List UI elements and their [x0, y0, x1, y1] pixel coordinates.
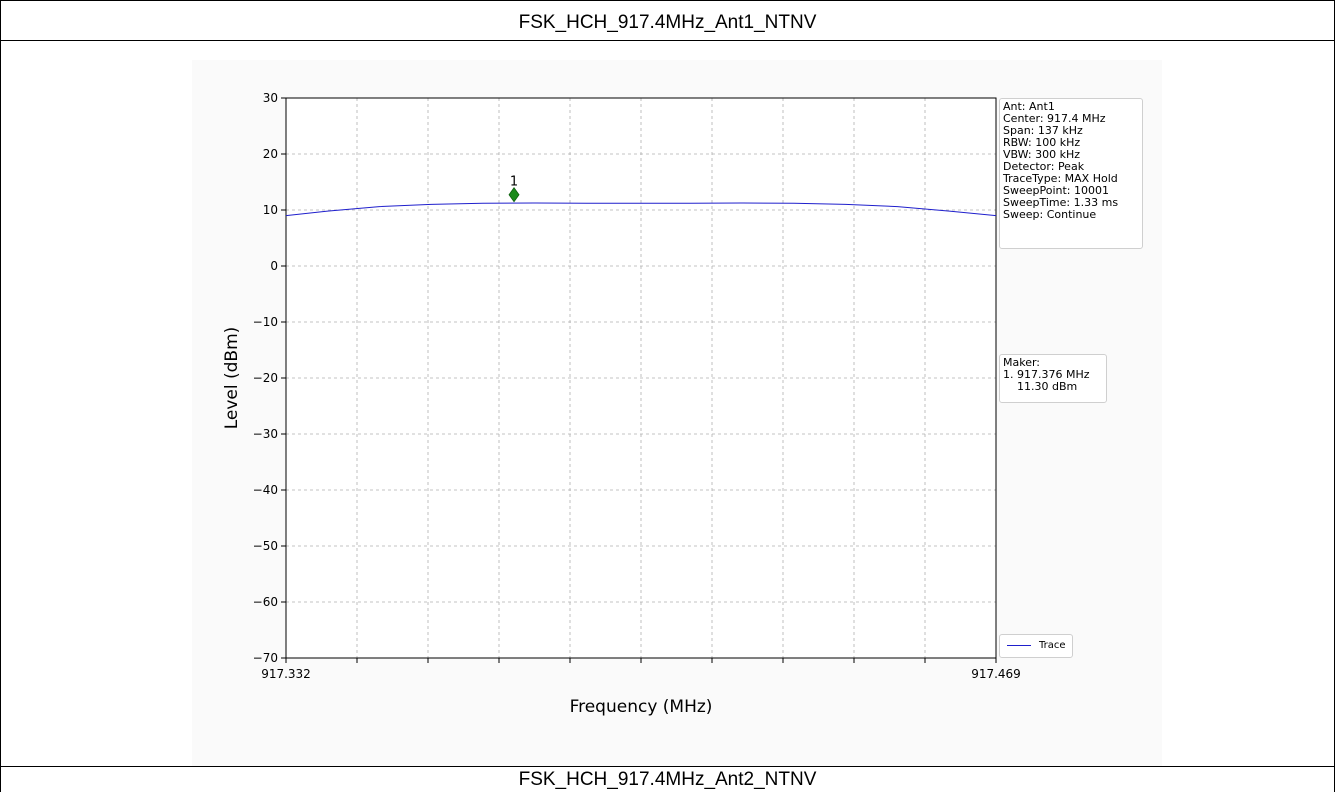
settings-line: VBW: 300 kHz — [1003, 148, 1081, 161]
report-border-left — [0, 0, 1, 792]
marker-label: 1 — [510, 175, 518, 190]
chart-legend: Trace — [999, 634, 1073, 658]
report-border-top — [0, 0, 1334, 1]
settings-line: Center: 917.4 MHz — [1003, 112, 1106, 125]
settings-line: Detector: Peak — [1003, 160, 1085, 173]
section-title: FSK_HCH_917.4MHz_Ant1_NTNV — [518, 12, 817, 33]
marker-diamond — [508, 187, 520, 203]
x-tick-label: 917.469 — [971, 667, 1021, 681]
x-axis-label: Frequency (MHz) — [570, 697, 713, 717]
marker-readout-line: 11.30 dBm — [1003, 380, 1078, 393]
section-title: FSK_HCH_917.4MHz_Ant2_NTNV — [518, 769, 817, 790]
y-tick-label: 20 — [263, 147, 278, 161]
analyzer-settings-box: Ant: Ant1 Center: 917.4 MHz Span: 137 kHz R… — [999, 98, 1143, 249]
y-tick-label: −10 — [253, 315, 278, 329]
y-tick-label: −70 — [253, 651, 278, 665]
y-tick-label: −60 — [253, 595, 278, 609]
x-tick-label: 917.332 — [261, 667, 311, 681]
y-tick-label: −30 — [253, 427, 278, 441]
y-tick-label: −40 — [253, 483, 278, 497]
settings-line: SweepTime: 1.33 ms — [1003, 196, 1119, 209]
marker-readout-line: Maker: — [1003, 356, 1041, 369]
y-tick-label: −50 — [253, 539, 278, 553]
marker-readout-line: 1. 917.376 MHz — [1003, 368, 1090, 381]
plot-frame — [285, 97, 997, 659]
settings-line: Span: 137 kHz — [1003, 124, 1083, 137]
settings-line: Ant: Ant1 — [1003, 100, 1055, 113]
marker-readout-box: Maker: 1. 917.376 MHz 11.30 dBm — [999, 354, 1107, 403]
y-tick-label: −20 — [253, 371, 278, 385]
settings-line: TraceType: MAX Hold — [1003, 172, 1118, 185]
report-row-separator — [0, 766, 1335, 767]
settings-line: RBW: 100 kHz — [1003, 136, 1081, 149]
trace-line — [285, 202, 997, 217]
y-tick-label: 0 — [270, 259, 278, 273]
settings-line: SweepPoint: 10001 — [1003, 184, 1110, 197]
legend-trace-swatch — [1007, 645, 1031, 646]
legend-trace-label: Trace — [1039, 640, 1066, 651]
y-axis-label: Level (dBm) — [222, 327, 242, 430]
report-row-separator — [0, 40, 1335, 41]
y-tick-label: 30 — [263, 91, 278, 105]
y-tick-label: 10 — [263, 203, 278, 217]
settings-line: Sweep: Continue — [1003, 208, 1097, 221]
